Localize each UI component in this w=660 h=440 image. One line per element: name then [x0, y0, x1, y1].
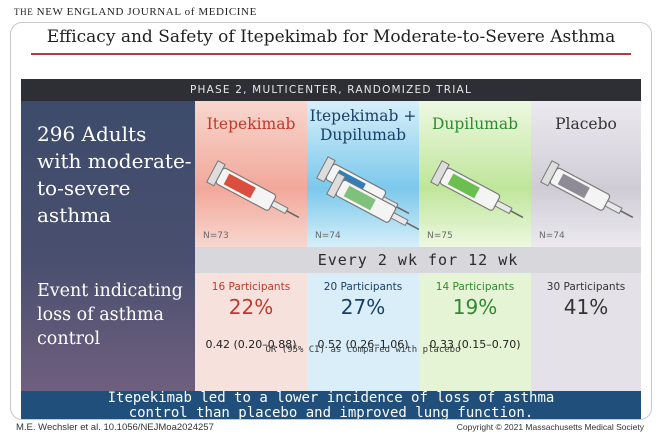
population-line: asthma — [37, 203, 111, 227]
event-label: Event indicating loss of asthma control — [37, 279, 183, 351]
participants-count: 16 Participants — [211, 281, 291, 293]
group-name: Dupilumab — [431, 115, 519, 133]
journal-name: NEW ENGLAND JOURNAL of MEDICINE — [36, 6, 257, 18]
population-line: 296 Adults — [37, 122, 147, 146]
group-result: 20 Participants 27% 0.52 (0.26–1.06) — [307, 273, 419, 391]
population-line: with moderate- — [37, 149, 192, 173]
odds-ratio: 0.52 (0.26–1.06) — [317, 338, 409, 351]
population-panel: 296 Adults with moderate- to-severe asth… — [21, 101, 195, 391]
syringe-icon — [430, 160, 524, 219]
conclusion-banner: Itepekimab led to a lower incidence of l… — [21, 390, 641, 420]
event-percent: 19% — [452, 295, 498, 319]
visual-abstract-card: Efficacy and Safety of Itepekimab for Mo… — [10, 22, 652, 420]
group-dupilumab: Dupilumab N=75 14 Participants 19% 0.33 … — [419, 101, 531, 391]
group-name: Itepekimab — [206, 115, 296, 133]
copyright: Copyright © 2021 Massachusetts Medical S… — [456, 422, 644, 432]
sample-size: N=75 — [427, 231, 453, 241]
conclusion-line: Itepekimab led to a lower incidence of l… — [107, 390, 555, 406]
event-percent: 22% — [228, 295, 274, 319]
group-name: Itepekimab + Dupilumab — [307, 107, 419, 145]
group-header: Dupilumab N=75 — [419, 101, 531, 247]
trial-design-bar: PHASE 2, MULTICENTER, RANDOMIZED TRIAL — [21, 79, 641, 101]
event-label-line: loss of asthma — [37, 305, 164, 325]
journal-prefix: THE — [14, 7, 34, 17]
group-name-line: Itepekimab + — [309, 107, 417, 125]
participants-count: 20 Participants — [323, 281, 403, 293]
syringe-icon — [316, 156, 419, 231]
group-result: 16 Participants 22% 0.42 (0.20–0.88) — [195, 273, 307, 391]
title-divider — [31, 53, 631, 55]
group-itepekimab: Itepekimab N=73 16 Participants 22% 0.42… — [195, 101, 307, 391]
participants-count: 30 Participants — [546, 281, 626, 293]
group-header: Itepekimab + Dupilumab — [307, 101, 419, 247]
group-header: Itepekimab N=73 — [195, 101, 307, 247]
group-name: Placebo — [555, 115, 617, 133]
event-label-line: Event indicating — [37, 281, 183, 301]
population-line: to-severe — [37, 176, 131, 200]
participants-count: 14 Participants — [435, 281, 515, 293]
syringe-icon — [206, 160, 300, 219]
citation: M.E. Wechsler et al. 10.1056/NEJMoa20242… — [16, 422, 214, 433]
group-result: 14 Participants 19% 0.33 (0.15–0.70) — [419, 273, 531, 391]
odds-ratio: 0.42 (0.20–0.88) — [205, 338, 297, 351]
sample-size: N=74 — [539, 231, 565, 241]
population-text: 296 Adults with moderate- to-severe asth… — [37, 121, 192, 229]
dosing-frequency-bar: Every 2 wk for 12 wk — [195, 247, 641, 273]
group-result: 30 Participants 41% — [531, 273, 641, 391]
group-header: Placebo N=74 — [531, 101, 641, 247]
odds-ratio: 0.33 (0.15–0.70) — [429, 338, 521, 351]
group-placebo: Placebo N=74 30 Participants 41% — [531, 101, 641, 391]
conclusion-line: control than placebo and improved lung f… — [128, 405, 534, 420]
abstract-title: Efficacy and Safety of Itepekimab for Mo… — [46, 27, 616, 47]
journal-masthead: THE NEW ENGLAND JOURNAL of MEDICINE — [14, 6, 257, 18]
event-percent: 41% — [563, 295, 609, 319]
sample-size: N=74 — [315, 231, 341, 241]
event-label-line: control — [37, 329, 101, 349]
sample-size: N=73 — [203, 231, 229, 241]
group-name-line: Dupilumab — [319, 126, 407, 144]
odds-ratio-label: OR (95% CI) as compared with placebo — [265, 345, 461, 355]
event-percent: 27% — [340, 295, 386, 319]
syringe-icon — [540, 160, 634, 219]
group-itepekimab-dupilumab: Itepekimab + Dupilumab — [307, 101, 419, 391]
